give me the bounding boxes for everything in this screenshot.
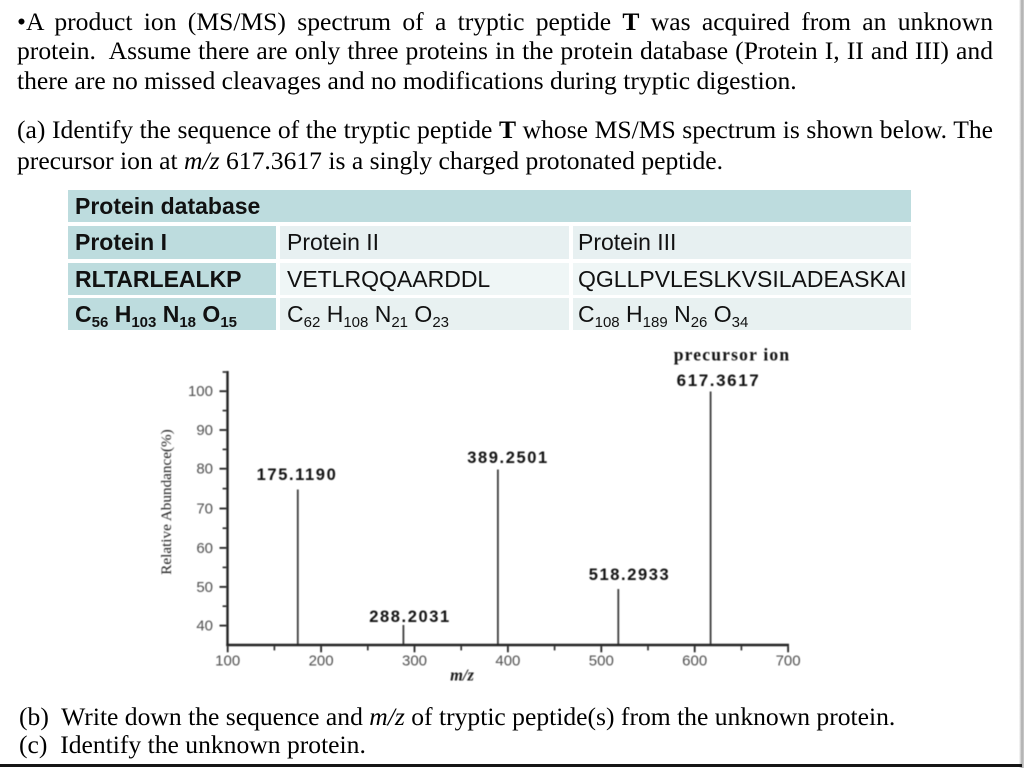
svg-text:90: 90 <box>196 422 213 439</box>
svg-text:70: 70 <box>196 501 213 518</box>
svg-text:100: 100 <box>215 653 240 670</box>
svg-text:40: 40 <box>196 618 213 635</box>
svg-text:700: 700 <box>776 653 801 670</box>
svg-text:288.2031: 288.2031 <box>369 608 451 626</box>
svg-text:518.2933: 518.2933 <box>589 566 671 584</box>
svg-text:400: 400 <box>495 653 520 670</box>
svg-text:600: 600 <box>682 653 707 670</box>
svg-text:300: 300 <box>402 653 427 670</box>
svg-text:175.1190: 175.1190 <box>257 466 338 484</box>
svg-text:617.3617: 617.3617 <box>677 371 761 390</box>
svg-text:60: 60 <box>196 540 213 557</box>
svg-text:200: 200 <box>309 653 334 670</box>
svg-text:500: 500 <box>589 653 614 670</box>
svg-text:precursor ion: precursor ion <box>674 344 791 364</box>
svg-text:389.2501: 389.2501 <box>467 449 549 467</box>
svg-text:80: 80 <box>196 461 213 478</box>
svg-text:m/z: m/z <box>450 666 474 685</box>
svg-text:100: 100 <box>188 383 213 400</box>
svg-text:50: 50 <box>196 579 213 596</box>
svg-text:Relative Abundance(%): Relative Abundance(%) <box>158 429 175 575</box>
